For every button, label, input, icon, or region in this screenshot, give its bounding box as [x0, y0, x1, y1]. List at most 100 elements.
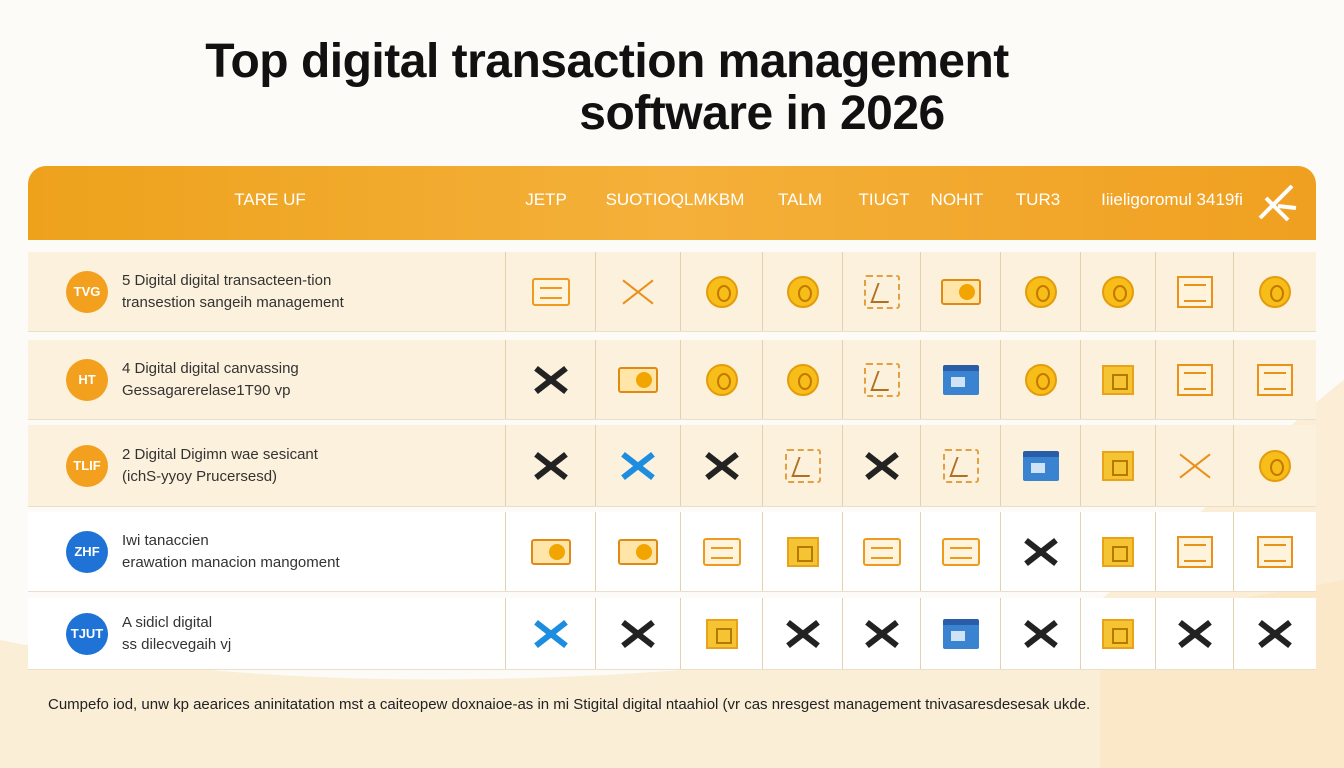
name-line: A sidicl digital: [122, 613, 213, 631]
cell: [505, 425, 595, 506]
name-line: Gessagarerelase1T90 vp: [122, 381, 291, 399]
icon: [786, 619, 820, 649]
icon: [1102, 450, 1134, 481]
icon: [1102, 536, 1134, 567]
column-header: TALM: [777, 190, 823, 209]
icon: [1176, 535, 1213, 568]
icon: [1176, 275, 1213, 308]
cell: [762, 512, 842, 591]
row-name: 4 Digital digital canvassing Gessagarerel…: [122, 358, 299, 402]
name-line: Iwi tanaccien: [122, 531, 209, 549]
icon: [863, 362, 900, 397]
row-name: 5 Digital digital transacteen-tion transe…: [122, 270, 344, 314]
icon: [1178, 451, 1212, 481]
footer-note: Cumpefo iod, unw kp aearices aninitatati…: [48, 696, 1091, 713]
cell: [1080, 598, 1155, 669]
name-line: 4 Digital digital canvassing: [122, 359, 299, 377]
cell: [762, 425, 842, 506]
cell: [1000, 598, 1080, 669]
cell: [595, 598, 680, 669]
badge: TVG: [66, 270, 108, 313]
cell: [595, 340, 680, 419]
icon: [534, 451, 568, 481]
icon: [786, 536, 819, 567]
cell: [1233, 425, 1316, 506]
cell: [680, 252, 762, 331]
icon: [1259, 449, 1291, 482]
cell: [842, 340, 920, 419]
title-line: Top digital transaction management: [205, 35, 1009, 88]
icon: [1178, 619, 1212, 649]
row-label: ZHF Iwi tanaccien erawation manacion mango…: [28, 512, 505, 591]
row-name: A sidicl digital ss dilecvegaih vj: [122, 612, 231, 656]
cell: [505, 512, 595, 591]
icon: [621, 619, 655, 649]
column-header: Iiieligoromul 3419fi: [1101, 190, 1243, 209]
cell: [595, 512, 680, 591]
icon: [862, 537, 901, 566]
cell: [1080, 425, 1155, 506]
table-row: TLIF 2 Digital Digimn wae sesicant (ichS-y…: [28, 425, 1316, 507]
row-label: HT 4 Digital digital canvassing Gessagarer…: [28, 340, 505, 419]
badge: TJUT: [66, 612, 108, 655]
icon: [1259, 275, 1291, 308]
title-line: software in 2026: [579, 87, 945, 140]
cell: [595, 252, 680, 331]
row-label: TJUT A sidicl digital ss dilecvegaih vj: [28, 598, 505, 669]
cell: [920, 340, 1000, 419]
column-header: TUR3: [1015, 190, 1061, 209]
background-wave: [0, 580, 1344, 768]
icon: [942, 364, 979, 395]
cell: [1155, 340, 1233, 419]
icon: [705, 451, 739, 481]
icon: [1257, 535, 1293, 568]
table-row: TJUT A sidicl digital ss dilecvegaih vj: [28, 598, 1316, 670]
icon: [1024, 275, 1057, 308]
cell: [1000, 425, 1080, 506]
icon: [1102, 364, 1134, 395]
cell: [762, 252, 842, 331]
title: Top digital transaction management softwa…: [0, 36, 1344, 140]
icon: [941, 537, 980, 566]
cell: [680, 425, 762, 506]
badge: TLIF: [66, 444, 108, 487]
cell: [762, 598, 842, 669]
cell: [1080, 252, 1155, 331]
icon: [705, 618, 738, 649]
cell: [1233, 252, 1316, 331]
column-header: NOHIT: [930, 190, 984, 209]
row-name: Iwi tanaccien erawation manacion mangomen…: [122, 530, 340, 574]
name-line: 5 Digital digital transacteen-tion: [122, 271, 332, 289]
column-header: TARE UF: [234, 190, 306, 209]
cell: [680, 598, 762, 669]
icon: [1258, 619, 1292, 649]
cell: [1080, 340, 1155, 419]
name-line: transestion sangeih management: [122, 293, 344, 311]
column-header: JETP: [525, 190, 567, 209]
icon: [865, 451, 899, 481]
cell: [1155, 252, 1233, 331]
table-row: ZHF Iwi tanaccien erawation manacion mango…: [28, 512, 1316, 592]
header-icon: [1258, 184, 1297, 222]
icon: [940, 278, 981, 305]
icon: [1257, 363, 1293, 396]
icon: [865, 619, 899, 649]
cell: [842, 425, 920, 506]
icon: [863, 274, 900, 309]
icon: [618, 538, 658, 565]
icon: [530, 538, 571, 565]
cell: [1233, 598, 1316, 669]
column-header: TIUGT: [858, 190, 910, 209]
cell: [1000, 252, 1080, 331]
cell: [1233, 512, 1316, 591]
table-row: TVG 5 Digital digital transacteen-tion tra…: [28, 252, 1316, 332]
icon: [784, 448, 821, 483]
cell: [842, 512, 920, 591]
icon: [942, 448, 979, 483]
icon: [705, 275, 738, 308]
cell: [842, 252, 920, 331]
cell: [505, 252, 595, 331]
cell: [505, 598, 595, 669]
cell: [1080, 512, 1155, 591]
